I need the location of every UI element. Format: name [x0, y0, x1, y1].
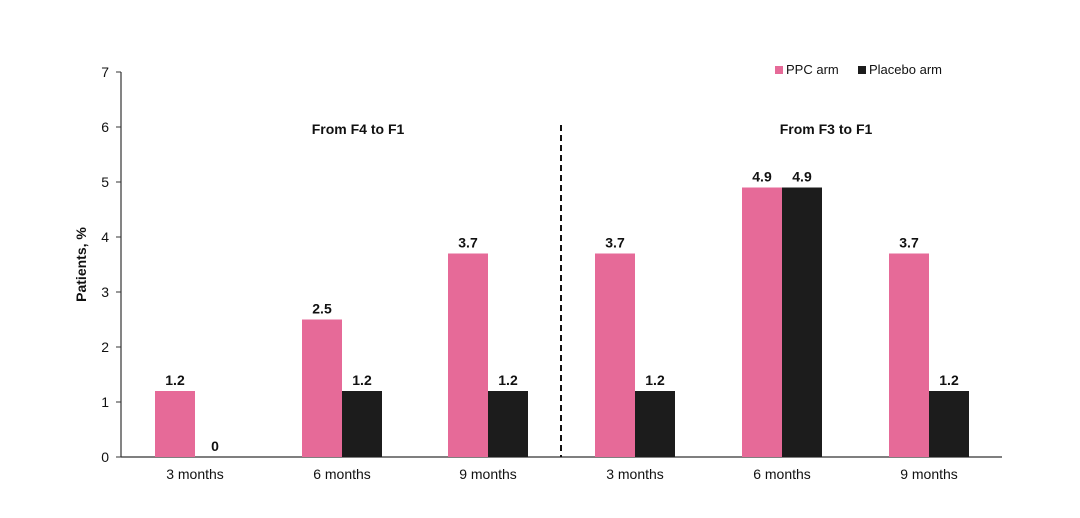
y-axis-title: Patients, % [73, 227, 89, 302]
legend-label: PPC arm [786, 62, 839, 77]
data-label: 0 [211, 438, 219, 454]
legend-swatch-placebo [858, 66, 866, 74]
y-tick-label: 6 [101, 119, 109, 135]
y-tick-label: 2 [101, 339, 109, 355]
group-title: From F3 to F1 [780, 121, 873, 137]
group-title: From F4 to F1 [312, 121, 405, 137]
bar-ppc [889, 253, 929, 457]
data-label: 4.9 [792, 169, 812, 185]
bar-placebo [635, 391, 675, 457]
bar-ppc [155, 391, 195, 457]
bar-ppc [302, 319, 342, 457]
data-label: 3.7 [458, 235, 478, 251]
bar-placebo [342, 391, 382, 457]
y-tick-label: 5 [101, 174, 109, 190]
data-labels: 1.2 2.5 3.7 3.7 4.9 3.7 0 1.2 1.2 1.2 4.9 1.2 [165, 169, 959, 455]
group-titles: From F4 to F1 From F3 to F1 [312, 121, 873, 137]
legend-swatch-ppc [775, 66, 783, 74]
data-label: 2.5 [312, 301, 332, 317]
x-tick-label: 9 months [900, 466, 958, 482]
data-label: 1.2 [498, 372, 518, 388]
x-tick-label: 3 months [606, 466, 664, 482]
bar-placebo [929, 391, 969, 457]
x-tick-label: 3 months [166, 466, 224, 482]
axes: 0 1 2 3 4 5 6 7 3 months 6 months 9 months 3 months… [73, 64, 1002, 482]
x-tick-label: 6 months [313, 466, 371, 482]
data-label: 4.9 [752, 169, 772, 185]
data-label: 1.2 [939, 372, 959, 388]
y-tick-label: 3 [101, 284, 109, 300]
x-tick-label: 6 months [753, 466, 811, 482]
bar-ppc [448, 253, 488, 457]
y-tick-label: 1 [101, 394, 109, 410]
data-label: 3.7 [605, 235, 625, 251]
x-tick-label: 9 months [459, 466, 517, 482]
y-tick-label: 7 [101, 64, 109, 80]
data-label: 3.7 [899, 235, 919, 251]
y-tick-label: 0 [101, 449, 109, 465]
bars [155, 187, 969, 457]
data-label: 1.2 [352, 372, 372, 388]
bar-ppc [742, 187, 782, 457]
data-label: 1.2 [645, 372, 665, 388]
bar-placebo [488, 391, 528, 457]
legend: PPC arm Placebo arm [775, 62, 942, 77]
bar-ppc [595, 253, 635, 457]
legend-label: Placebo arm [869, 62, 942, 77]
bar-placebo [782, 187, 822, 457]
data-label: 1.2 [165, 372, 185, 388]
y-tick-label: 4 [101, 229, 109, 245]
